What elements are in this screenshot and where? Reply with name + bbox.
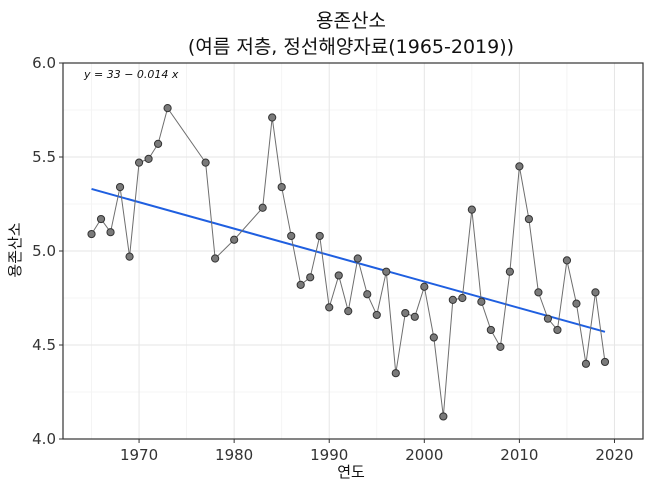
x-tick-label-1990: 1990 — [310, 446, 348, 464]
data-point-2012 — [534, 288, 543, 297]
data-point-2017 — [581, 359, 591, 368]
data-point-2009 — [505, 267, 514, 276]
data-point-2010 — [515, 162, 524, 171]
data-point-2007 — [486, 325, 495, 335]
data-point-2008 — [496, 342, 505, 351]
data-point-2019 — [600, 357, 610, 367]
y-tick-label: 4.5 — [32, 336, 56, 354]
data-point-2006 — [477, 297, 486, 306]
data-point-1990 — [325, 303, 334, 312]
data-point-1996 — [382, 267, 391, 276]
data-point-1983 — [258, 203, 267, 212]
data-point-2001 — [429, 333, 438, 342]
data-point-1985 — [277, 182, 286, 192]
data-point-1989 — [315, 231, 324, 241]
plot-panel — [62, 62, 644, 440]
data-point-1988 — [306, 273, 315, 282]
data-point-2003 — [448, 295, 457, 304]
data-point-1987 — [296, 280, 305, 289]
y-tick-label: 4.0 — [32, 430, 56, 448]
data-point-1970 — [134, 158, 144, 167]
data-point-1984 — [268, 113, 277, 122]
series-line — [91, 106, 606, 417]
data-point-1998 — [401, 308, 410, 318]
data-point-1973 — [163, 104, 172, 113]
x-tick-label-2000: 2000 — [405, 446, 443, 464]
data-point-1977 — [201, 158, 210, 167]
trend-group — [91, 187, 606, 333]
data-point-1993 — [353, 254, 362, 263]
data-point-2015 — [562, 256, 572, 265]
data-point-1986 — [287, 231, 296, 241]
data-point-1999 — [410, 312, 419, 321]
data-point-1969 — [125, 252, 134, 261]
data-point-2004 — [458, 293, 467, 303]
data-point-1966 — [96, 214, 106, 224]
data-point-2013 — [543, 314, 553, 323]
data-point-1972 — [153, 139, 163, 148]
data-point-1991 — [334, 271, 343, 280]
axes: 1970 1980 1990 2000 2010 2020 4.0 4.5 5.0 5.5 6.0 — [32, 54, 633, 464]
data-point-1992 — [344, 307, 353, 316]
data-point-1965 — [87, 229, 96, 239]
x-tick-label-1970: 1970 — [120, 446, 158, 464]
data-point-2018 — [591, 288, 600, 297]
y-axis-title: 용존산소 — [6, 222, 24, 277]
data-point-2000 — [420, 282, 429, 291]
data-point-1967 — [106, 228, 115, 237]
chart-subtitle: (여름 저층, 정선해양자료(1965-2019)) — [188, 36, 514, 58]
x-tick-label-2020: 2020 — [595, 446, 633, 464]
data-point-1980 — [230, 235, 239, 244]
series-group — [87, 104, 610, 421]
data-point-1997 — [391, 369, 400, 378]
data-point-2005 — [467, 205, 476, 214]
data-point-1994 — [363, 290, 372, 299]
data-point-2016 — [572, 299, 581, 308]
data-point-2011 — [524, 214, 534, 224]
y-tick-label: 6.0 — [32, 54, 56, 72]
x-axis-title: 연도 — [337, 463, 365, 481]
data-point-1971 — [144, 154, 153, 163]
y-tick-label: 5.0 — [32, 242, 56, 260]
regression-equation: y = 33 − 0.014 x — [83, 68, 179, 81]
data-point-1995 — [372, 310, 381, 320]
y-tick-label: 5.5 — [32, 148, 56, 166]
trend-line — [91, 187, 606, 333]
data-point-2002 — [439, 412, 448, 421]
data-point-1968 — [115, 182, 125, 192]
x-tick-label-2010: 2010 — [500, 446, 538, 464]
grid — [63, 62, 643, 440]
x-tick-label-1980: 1980 — [215, 446, 253, 464]
data-point-2014 — [553, 325, 562, 335]
data-point-1978 — [211, 254, 220, 263]
chart-title: 용존산소 — [316, 10, 386, 32]
